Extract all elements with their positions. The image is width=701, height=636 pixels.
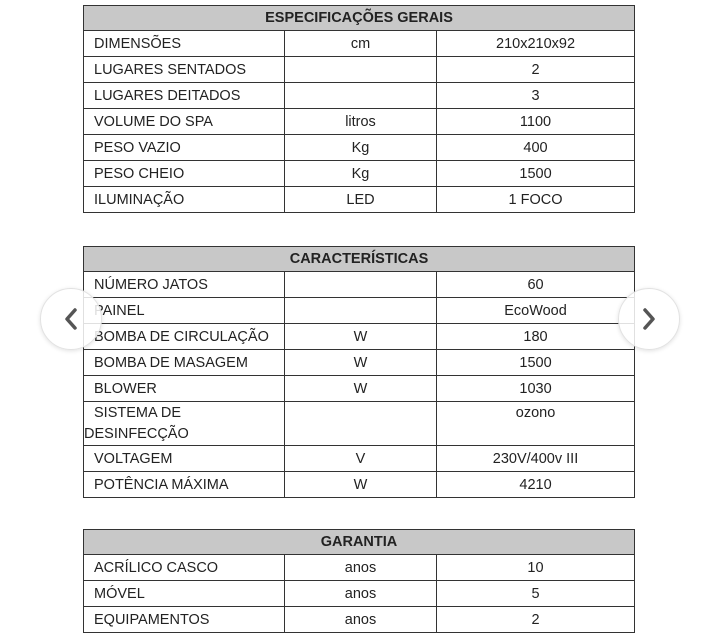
spec-value: 180 bbox=[435, 323, 636, 350]
spec-label: PESO CHEIO bbox=[83, 160, 285, 187]
table-row: LUGARES DEITADOS 3 bbox=[83, 82, 636, 109]
spec-label: VOLTAGEM bbox=[83, 445, 285, 472]
spec-label: BLOWER bbox=[83, 375, 285, 402]
spec-value: 1500 bbox=[435, 349, 636, 376]
spec-unit: W bbox=[284, 471, 437, 498]
spec-value: 1500 bbox=[435, 160, 636, 187]
spec-label-line: SISTEMA DE bbox=[94, 404, 182, 421]
next-button[interactable] bbox=[618, 288, 680, 350]
spec-value: 3 bbox=[435, 82, 636, 109]
general-specs-table: ESPECIFICAÇÕES GERAIS DIMENSÕES cm 210x210x… bbox=[82, 5, 636, 213]
previous-button[interactable] bbox=[40, 288, 102, 350]
spec-label: NÚMERO JATOS bbox=[83, 271, 285, 298]
table-title: CARACTERÍSTICAS bbox=[82, 246, 636, 272]
spec-value: 2 bbox=[435, 56, 636, 83]
spec-unit: W bbox=[284, 375, 437, 402]
spec-unit bbox=[284, 401, 437, 446]
spec-unit: Kg bbox=[284, 160, 437, 187]
spec-unit: Kg bbox=[284, 134, 437, 161]
spec-unit bbox=[284, 56, 437, 83]
spec-label: LUGARES DEITADOS bbox=[83, 82, 285, 109]
spec-unit: W bbox=[284, 349, 437, 376]
table-row: SISTEMA DE DESINFECÇÃO ozono bbox=[83, 401, 636, 446]
spec-label: EQUIPAMENTOS bbox=[83, 606, 285, 633]
spec-unit: V bbox=[284, 445, 437, 472]
spec-label: VOLUME DO SPA bbox=[83, 108, 285, 135]
table-row: ILUMINAÇÃO LED 1 FOCO bbox=[83, 186, 636, 213]
table-row: VOLTAGEM V 230V/400v III bbox=[83, 445, 636, 472]
spec-unit: litros bbox=[284, 108, 437, 135]
spec-value: 210x210x92 bbox=[435, 30, 636, 57]
spec-label: SISTEMA DE DESINFECÇÃO bbox=[83, 401, 285, 446]
table-title: ESPECIFICAÇÕES GERAIS bbox=[82, 5, 636, 31]
table-title: GARANTIA bbox=[83, 529, 635, 555]
spec-value: 2 bbox=[436, 606, 635, 633]
spec-label: PESO VAZIO bbox=[83, 134, 285, 161]
spec-unit: anos bbox=[284, 554, 437, 581]
table-row: PESO CHEIO Kg 1500 bbox=[83, 160, 636, 187]
spec-value: 1100 bbox=[435, 108, 636, 135]
spec-value: 5 bbox=[436, 580, 635, 607]
spec-label: LUGARES SENTADOS bbox=[83, 56, 285, 83]
spec-value: 60 bbox=[435, 271, 636, 298]
chevron-left-icon bbox=[65, 308, 77, 330]
table-row: EQUIPAMENTOS anos 2 bbox=[83, 606, 635, 633]
table-row: POTÊNCIA MÁXIMA W 4210 bbox=[83, 471, 636, 498]
spec-label: BOMBA DE MASAGEM bbox=[83, 349, 285, 376]
table-row: PAINEL EcoWood bbox=[83, 297, 636, 324]
spec-value: 400 bbox=[435, 134, 636, 161]
spec-label: DIMENSÕES bbox=[83, 30, 285, 57]
table-row: BLOWER W 1030 bbox=[83, 375, 636, 402]
spec-label: BOMBA DE CIRCULAÇÃO bbox=[83, 323, 285, 350]
spec-label: PAINEL bbox=[83, 297, 285, 324]
spec-unit bbox=[284, 271, 437, 298]
spec-unit: LED bbox=[284, 186, 437, 213]
spec-value: 230V/400v III bbox=[435, 445, 636, 472]
table-row: MÓVEL anos 5 bbox=[83, 580, 635, 607]
spec-label: ACRÍLICO CASCO bbox=[83, 554, 285, 581]
table-row: VOLUME DO SPA litros 1100 bbox=[83, 108, 636, 135]
spec-value: 10 bbox=[436, 554, 635, 581]
table-row: LUGARES SENTADOS 2 bbox=[83, 56, 636, 83]
table-row: PESO VAZIO Kg 400 bbox=[83, 134, 636, 161]
spec-value: 4210 bbox=[435, 471, 636, 498]
spec-label-line: DESINFECÇÃO bbox=[84, 425, 189, 442]
warranty-table: GARANTIA ACRÍLICO CASCO anos 10 MÓVEL anos 5 EQ… bbox=[83, 529, 635, 633]
spec-unit bbox=[284, 297, 437, 324]
table-row: BOMBA DE MASAGEM W 1500 bbox=[83, 349, 636, 376]
spec-unit: anos bbox=[284, 606, 437, 633]
spec-label: MÓVEL bbox=[83, 580, 285, 607]
table-row: BOMBA DE CIRCULAÇÃO W 180 bbox=[83, 323, 636, 350]
spec-unit bbox=[284, 82, 437, 109]
chevron-right-icon bbox=[643, 308, 655, 330]
spec-value: EcoWood bbox=[435, 297, 636, 324]
characteristics-table: CARACTERÍSTICAS NÚMERO JATOS 60 PAINEL EcoWo… bbox=[82, 246, 636, 498]
table-row: ACRÍLICO CASCO anos 10 bbox=[83, 554, 635, 581]
table-row: DIMENSÕES cm 210x210x92 bbox=[83, 30, 636, 57]
spec-unit: anos bbox=[284, 580, 437, 607]
spec-unit: W bbox=[284, 323, 437, 350]
spec-label: POTÊNCIA MÁXIMA bbox=[83, 471, 285, 498]
spec-unit: cm bbox=[284, 30, 437, 57]
spec-value: 1 FOCO bbox=[435, 186, 636, 213]
spec-label: ILUMINAÇÃO bbox=[83, 186, 285, 213]
spec-value: 1030 bbox=[435, 375, 636, 402]
table-row: NÚMERO JATOS 60 bbox=[83, 271, 636, 298]
spec-value: ozono bbox=[435, 401, 636, 446]
